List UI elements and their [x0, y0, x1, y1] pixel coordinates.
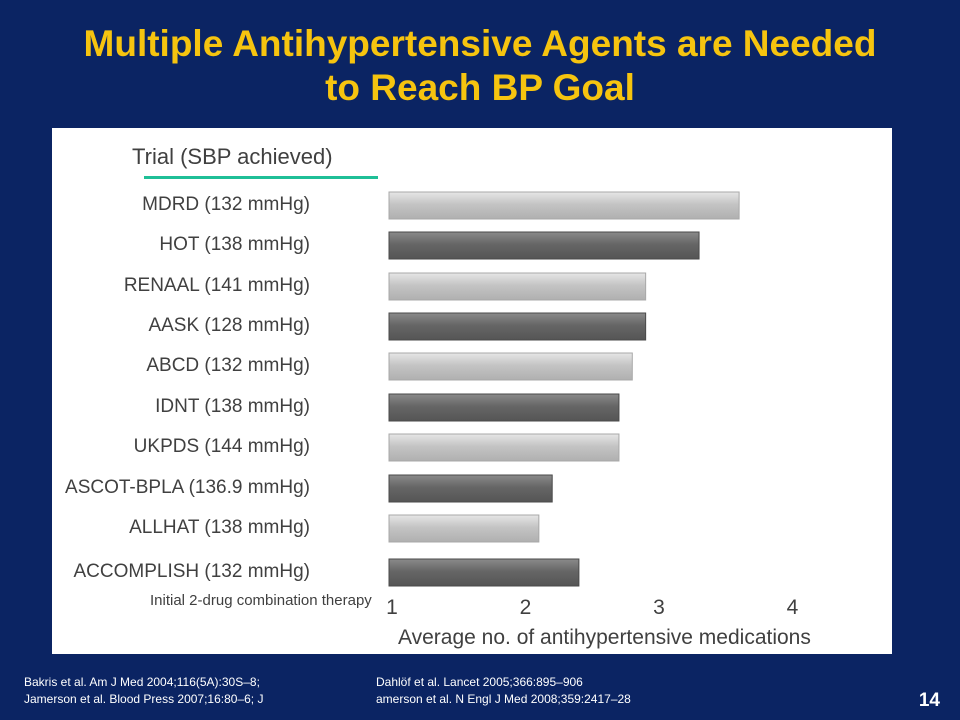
title-line-2: to Reach BP Goal — [325, 67, 635, 108]
combination-therapy-note: Initial 2-drug combination therapy — [150, 592, 372, 609]
category-label: IDNT (138 mmHg) — [155, 396, 310, 417]
chart-panel: Trial (SBP achieved) MDRD (132 mmHg) HOT … — [52, 128, 892, 654]
bar — [388, 352, 633, 381]
title-line-1: Multiple Antihypertensive Agents are Nee… — [83, 23, 877, 64]
reference: Dahlöf et al. Lancet 2005;366:895–906 — [376, 675, 583, 689]
references-right: Dahlöf et al. Lancet 2005;366:895–906 am… — [376, 674, 631, 708]
x-tick-label: 2 — [519, 596, 532, 619]
page-number: 14 — [918, 690, 940, 711]
bar — [388, 312, 647, 341]
category-label: AASK (128 mmHg) — [148, 315, 310, 336]
bar — [388, 191, 740, 220]
reference: amerson et al. N Engl J Med 2008;359:241… — [376, 692, 631, 706]
category-label: RENAAL (141 mmHg) — [123, 275, 310, 296]
category-header: Trial (SBP achieved) — [132, 144, 333, 169]
bar — [388, 558, 580, 587]
bar-chart — [388, 191, 740, 587]
bar — [388, 393, 620, 422]
category-label: ACCOMPLISH (132 mmHg) — [73, 561, 311, 582]
bar — [388, 474, 553, 503]
category-label: UKPDS (144 mmHg) — [133, 436, 310, 457]
x-tick-label: 4 — [786, 596, 799, 619]
slide-title: Multiple Antihypertensive Agents are Nee… — [0, 22, 960, 110]
references-left: Bakris et al. Am J Med 2004;116(5A):30S–… — [24, 674, 263, 708]
x-tick-label: 1 — [386, 596, 398, 619]
reference: Bakris et al. Am J Med 2004;116(5A):30S–… — [24, 675, 260, 689]
bar — [388, 433, 620, 462]
header-underline — [144, 176, 378, 179]
x-tick-label: 3 — [653, 596, 665, 619]
category-label: HOT (138 mmHg) — [159, 234, 310, 255]
category-label: ABCD (132 mmHg) — [146, 355, 310, 376]
bar — [388, 231, 700, 260]
bar — [388, 272, 647, 301]
bar — [388, 514, 540, 543]
category-label: ALLHAT (138 mmHg) — [129, 517, 310, 538]
category-label: MDRD (132 mmHg) — [142, 194, 310, 215]
x-axis-label: Average no. of antihypertensive medicati… — [398, 626, 811, 649]
category-label: ASCOT-BPLA (136.9 mmHg) — [65, 477, 310, 498]
reference: Jamerson et al. Blood Press 2007;16:80–6… — [24, 692, 264, 706]
